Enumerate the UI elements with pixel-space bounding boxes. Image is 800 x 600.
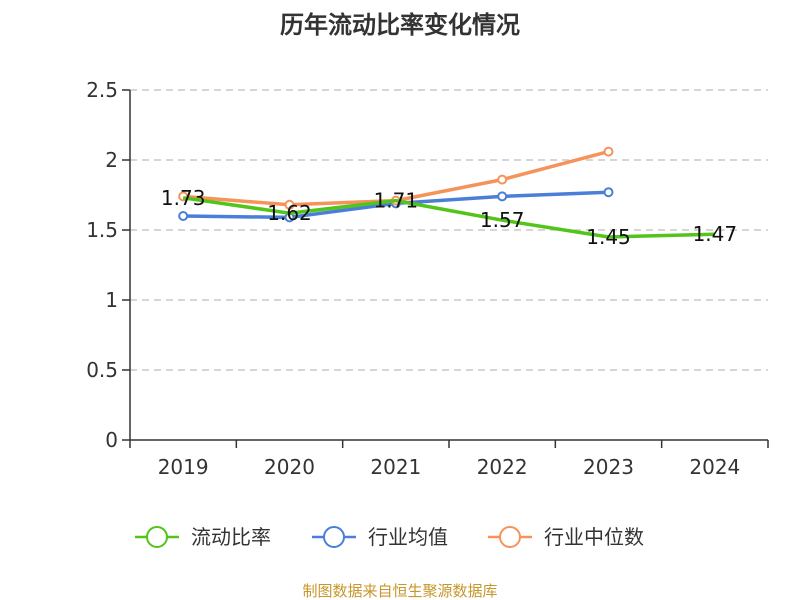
x-tick-label: 2019: [158, 455, 209, 479]
legend[interactable]: 流动比率 行业均值 行业中位数: [135, 525, 644, 549]
legend-item-0[interactable]: 流动比率: [135, 525, 271, 549]
data-label: 1.73: [161, 186, 206, 210]
y-tick-label: 1: [105, 288, 118, 312]
x-tick-label: 2023: [583, 455, 634, 479]
series-1-point[interactable]: [603, 187, 614, 198]
legend-label: 行业中位数: [544, 525, 644, 549]
data-label: 1.62: [267, 201, 312, 225]
axes: 0 0.5 1 1.5 2 2.5 2019 2020 2021 2022 2023 2024: [86, 78, 769, 479]
legend-item-1[interactable]: 行业均值: [312, 525, 448, 549]
series-group: [178, 146, 715, 239]
legend-marker: [146, 526, 168, 548]
grid-lines: [130, 89, 768, 371]
legend-marker: [323, 526, 345, 548]
legend-label: 行业均值: [368, 525, 448, 549]
series-2-point[interactable]: [603, 146, 614, 157]
legend-item-2[interactable]: 行业中位数: [488, 525, 644, 549]
series-2-point[interactable]: [284, 199, 295, 210]
chart-title: 历年流动比率变化情况: [280, 11, 520, 39]
y-tick-label: 0.5: [86, 358, 118, 382]
data-label: 1.57: [480, 208, 525, 232]
legend-marker: [499, 526, 521, 548]
y-tick-label: 2.5: [86, 78, 118, 102]
y-tick-label: 0: [105, 428, 118, 452]
data-label: 1.71: [374, 189, 419, 213]
series-1-point[interactable]: [497, 191, 508, 202]
source-note: 制图数据来自恒生聚源数据库: [302, 582, 497, 600]
data-label: 1.45: [586, 225, 631, 249]
data-label: 1.47: [693, 222, 738, 246]
legend-label: 流动比率: [191, 525, 271, 549]
y-tick-label: 1.5: [86, 218, 118, 242]
x-tick-label: 2024: [689, 455, 740, 479]
data-labels: 1.73 1.62 1.71 1.57 1.45 1.47: [161, 186, 737, 249]
y-tick-label: 2: [105, 148, 118, 172]
x-tick-label: 2021: [370, 455, 421, 479]
series-1-point[interactable]: [178, 211, 189, 221]
x-tick-label: 2020: [264, 455, 315, 479]
series-0-line: [182, 196, 715, 239]
series-2-point[interactable]: [497, 174, 508, 185]
x-tick-label: 2022: [477, 455, 528, 479]
